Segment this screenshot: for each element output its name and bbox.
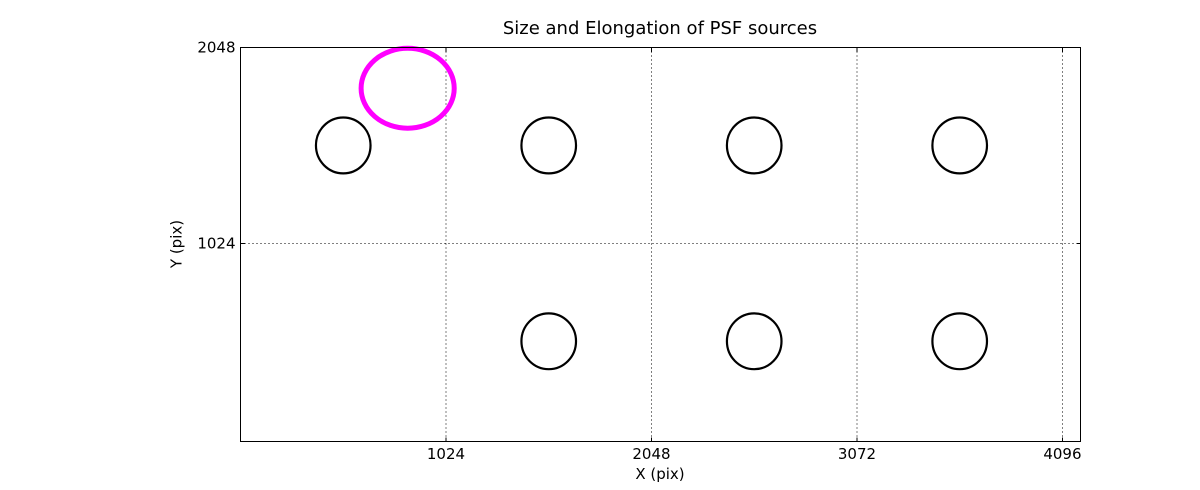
psf-ellipse-highlighted [358, 45, 457, 131]
psf-ellipse [725, 116, 783, 175]
psf-ellipse [725, 312, 783, 371]
x-tick-label: 1024 [427, 445, 465, 463]
chart-title: Size and Elongation of PSF sources [502, 18, 818, 39]
x-tick-label: 2048 [632, 445, 670, 463]
psf-ellipse [314, 116, 372, 175]
x-tick-label: 4096 [1043, 445, 1081, 463]
y-axis-label: Y (pix) [167, 219, 186, 269]
x-axis-label: X (pix) [635, 465, 685, 483]
plot-border [240, 47, 1081, 442]
psf-ellipse [520, 116, 578, 175]
y-tick-label: 2048 [197, 39, 235, 57]
x-tick-label: 3072 [838, 445, 876, 463]
y-tick-label: 1024 [197, 234, 235, 252]
psf-ellipse [931, 116, 989, 175]
psf-ellipse [520, 312, 578, 371]
psf-ellipse [931, 312, 989, 371]
